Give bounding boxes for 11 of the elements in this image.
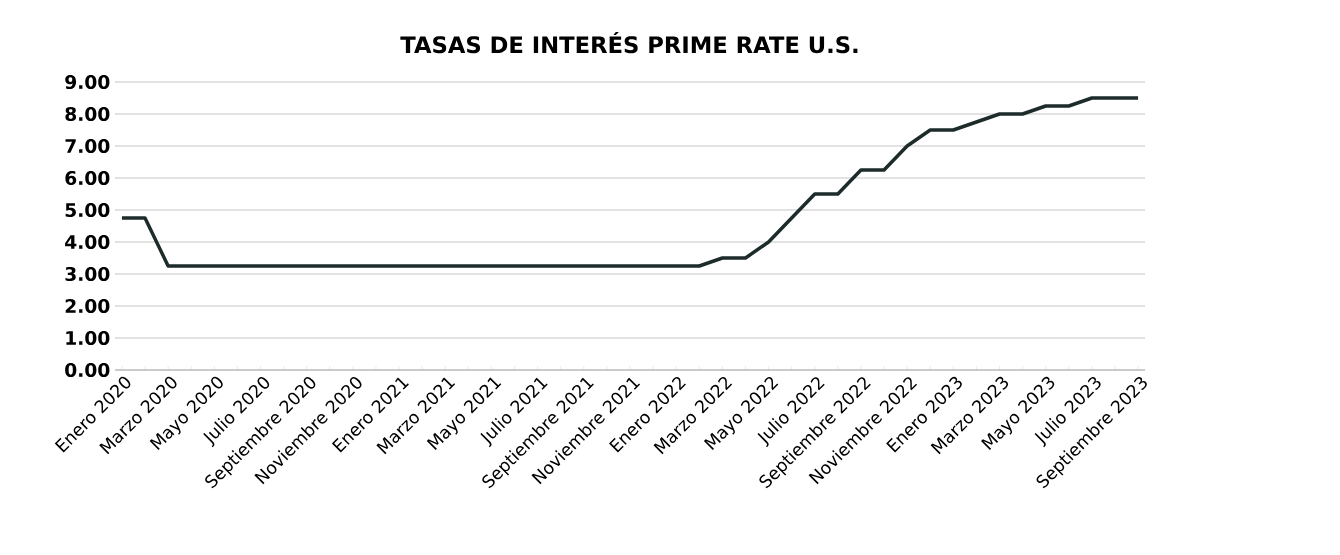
y-tick-label: 1.00 xyxy=(66,330,110,346)
y-tick-label: 6.00 xyxy=(65,170,110,186)
y-tick-label: 0.00 xyxy=(65,362,110,378)
y-tick-label: 7.00 xyxy=(65,138,110,154)
chart-title: TASAS DE INTERÉS PRIME RATE U.S. xyxy=(400,31,858,54)
y-tick-label: 9.00 xyxy=(65,74,110,90)
y-tick-label: 4.00 xyxy=(65,234,110,250)
y-tick-label: 2.00 xyxy=(65,298,110,314)
y-tick-label: 5.00 xyxy=(65,202,110,218)
y-tick-label: 8.00 xyxy=(65,106,110,122)
y-tick-label: 3.00 xyxy=(65,266,110,282)
